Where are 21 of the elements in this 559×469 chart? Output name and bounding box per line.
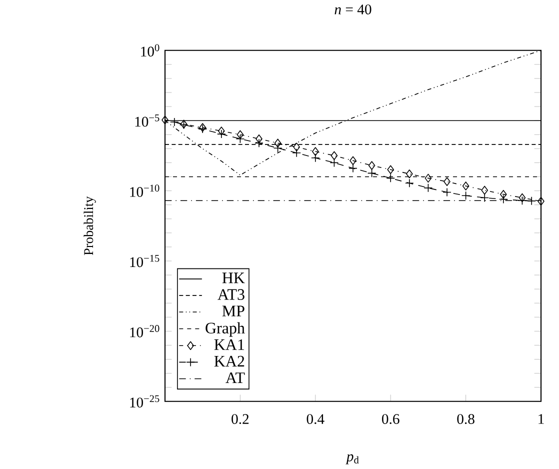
legend-label: KA1 (214, 339, 244, 350)
y-axis-title: Probability (84, 196, 96, 256)
y-tick-label: 10$^{−20}$ (130, 325, 160, 338)
x-tick-label: 0.8 (457, 414, 474, 424)
y-tick-label: 10$^{0}$ (141, 44, 160, 57)
y-tick-label: 10$^{−25}$ (130, 395, 160, 408)
y-tick-label: 10$^{−15}$ (130, 255, 160, 268)
x-tick-label: 0.4 (306, 414, 324, 424)
x-axis-title: p$_{d}$ (346, 454, 359, 464)
chart-title: n = 40 (334, 4, 372, 14)
legend-label: AT (226, 372, 245, 384)
x-tick-label: 0.6 (382, 414, 400, 424)
legend-label: KA2 (214, 356, 244, 367)
legend-label: HK (222, 272, 245, 284)
legend-label: MP (222, 306, 244, 316)
x-tick-label: 0.2 (232, 414, 249, 424)
y-tick-label: 10$^{−10}$ (130, 184, 160, 198)
x-tick-label: 1 (538, 414, 544, 424)
y-tick-label: 10$^{−5}$ (135, 114, 160, 127)
legend-label: Graph (206, 322, 245, 337)
legend-label: AT3 (218, 289, 244, 300)
